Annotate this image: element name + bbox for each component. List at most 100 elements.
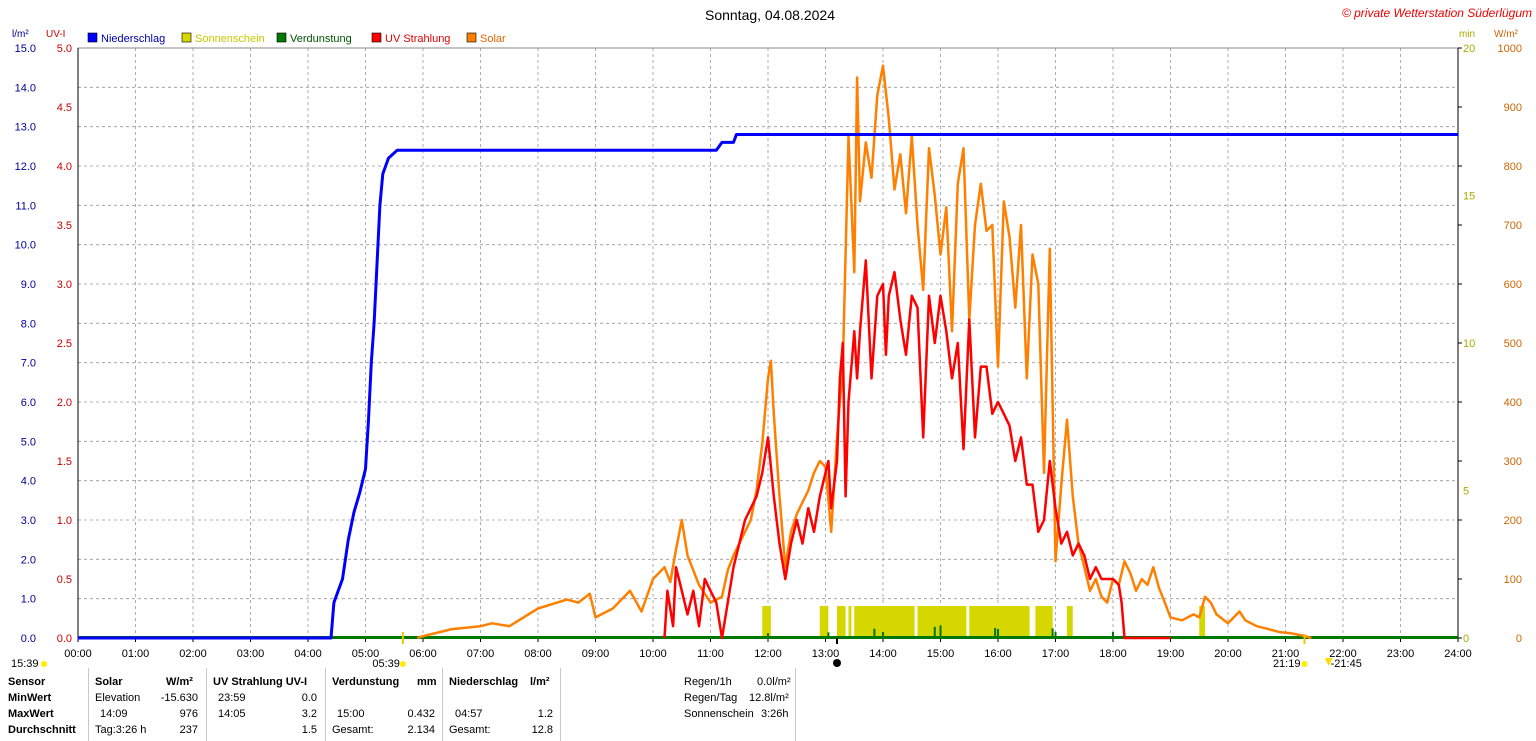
uv-tick-label: 5.0 xyxy=(57,43,72,55)
column-divider xyxy=(442,668,443,741)
solar-tick-label: 700 xyxy=(1504,220,1522,232)
header-evap-unit: mm xyxy=(417,676,437,688)
uv-unit-label: UV-I xyxy=(46,29,65,40)
uv-tick-label: 4.0 xyxy=(57,161,72,173)
solar-tick-label: 400 xyxy=(1504,397,1522,409)
sunshine-block xyxy=(837,606,846,638)
sunshine-block xyxy=(1199,606,1205,638)
copyright-text: © private Wetterstation Süderlügum xyxy=(1342,6,1532,20)
time-tick-label: 09:00 xyxy=(582,648,610,660)
header-solar: Solar xyxy=(95,676,123,688)
solar-max-time: 14:09 xyxy=(100,708,128,720)
summary-label-sunshine: Sonnenschein xyxy=(684,708,754,720)
weather-chart: Sonntag, 04.08.2024 © private Wetterstat… xyxy=(11,6,1532,668)
sunshine-block xyxy=(1035,606,1053,638)
rain-tick-label: 3.0 xyxy=(21,515,36,527)
row-label-max: MaxWert xyxy=(8,708,54,720)
rain-tick-label: 0.0 xyxy=(21,633,36,645)
time-tick-label: 21:00 xyxy=(1272,648,1300,660)
chart-title: Sonntag, 04.08.2024 xyxy=(705,7,835,23)
sunset-icon xyxy=(1301,661,1308,667)
header-evap: Verdunstung xyxy=(332,676,400,688)
rain-tick-label: 5.0 xyxy=(21,436,36,448)
rain-tick-label: 2.0 xyxy=(21,554,36,566)
row-label-min: MinWert xyxy=(8,692,52,704)
summary-value-sunshine: 3:26h xyxy=(761,708,789,720)
rain-tick-label: 6.0 xyxy=(21,397,36,409)
series-line-uv-strahlung xyxy=(663,259,1171,640)
evap-max-time: 15:00 xyxy=(337,708,365,720)
time-tick-label: 16:00 xyxy=(984,648,1012,660)
evap-total-label: Gesamt: xyxy=(332,724,374,736)
header-rain-unit: l/m² xyxy=(530,676,550,688)
time-tick-label: 22:00 xyxy=(1329,648,1357,660)
sunshine-block xyxy=(917,606,967,638)
solar-tick-label: 200 xyxy=(1504,515,1522,527)
solar-tick-label: 500 xyxy=(1504,338,1522,350)
time-tick-label: 03:00 xyxy=(237,648,265,660)
solar-tick-label: 100 xyxy=(1504,574,1522,586)
solar-avg-time: Tag:3:26 h xyxy=(95,724,147,736)
time-tick-label: 11:00 xyxy=(697,648,724,660)
legend-label: Sonnenschein xyxy=(195,33,265,45)
sunshine-block xyxy=(969,606,1030,638)
series-line-solar xyxy=(416,64,1312,640)
uv-min-time: 23:59 xyxy=(218,692,246,704)
time-tick-label: 15:00 xyxy=(927,648,955,660)
uv-tick-label: 2.5 xyxy=(57,338,72,350)
rain-tick-label: 7.0 xyxy=(21,358,36,370)
header-uv: UV Strahlung UV-I xyxy=(213,676,308,688)
solar-tick-label: 0 xyxy=(1516,633,1522,645)
rain-tick-label: 13.0 xyxy=(15,122,36,134)
stats-table: Sensor Solar W/m² UV Strahlung UV-I Verd… xyxy=(0,668,1536,741)
uv-tick-label: 4.5 xyxy=(57,102,72,114)
solar-unit-label: W/m² xyxy=(1494,29,1519,40)
rain-max-time: 04:57 xyxy=(455,708,483,720)
evap-max-value: 0.432 xyxy=(407,708,435,720)
grid xyxy=(78,48,1458,638)
rain-tick-label: 1.0 xyxy=(21,594,36,606)
sun-tick-label: 20 xyxy=(1463,43,1475,55)
summary-value-rain-1h: 0.0l/m² xyxy=(757,676,791,688)
plot-area xyxy=(78,64,1458,640)
moonset-icon xyxy=(1324,658,1333,666)
uv-tick-label: 3.5 xyxy=(57,220,72,232)
row-label-avg: Durchschnitt xyxy=(8,724,76,736)
header-rain: Niederschlag xyxy=(449,676,519,688)
sunshine-block xyxy=(848,606,852,638)
time-tick-label: 17:00 xyxy=(1042,648,1070,660)
sun-tick-label: 5 xyxy=(1463,486,1469,498)
marker-label-left: 15:39 xyxy=(11,658,39,668)
time-tick-label: 06:00 xyxy=(409,648,437,660)
column-divider xyxy=(795,668,796,741)
sunshine-block xyxy=(819,606,829,638)
rain-total-value: 12.8 xyxy=(531,724,553,736)
time-tick-label: 24:00 xyxy=(1444,648,1472,660)
legend-swatch xyxy=(276,32,287,43)
solar-min-time: Elevation xyxy=(95,692,141,704)
time-markers: 15:39 05:39 21:19 -21:45 xyxy=(11,632,1362,668)
time-tick-label: 10:00 xyxy=(639,648,667,660)
uv-avg-value: 1.5 xyxy=(301,724,317,736)
sun-tick-label: 10 xyxy=(1463,338,1475,350)
rain-tick-label: 8.0 xyxy=(21,318,36,330)
sunrise-icon xyxy=(399,661,406,667)
sun-tick-label: 15 xyxy=(1463,191,1475,203)
uv-max-time: 14:05 xyxy=(218,708,246,720)
rain-tick-label: 11.0 xyxy=(15,200,36,212)
time-tick-label: 00:00 xyxy=(64,648,92,660)
column-divider xyxy=(206,668,207,741)
time-tick-label: 14:00 xyxy=(869,648,897,660)
sun-tick-label: 0 xyxy=(1463,633,1469,645)
sunshine-block xyxy=(762,606,771,638)
uv-tick-label: 1.5 xyxy=(57,456,72,468)
sunrise-label: 05:39 xyxy=(372,658,400,668)
uv-min-value: 0.0 xyxy=(301,692,317,704)
noon-marker-icon xyxy=(833,659,841,667)
time-tick-label: 04:00 xyxy=(294,648,322,660)
time-tick-label: 07:00 xyxy=(467,648,495,660)
time-tick-label: 18:00 xyxy=(1099,648,1127,660)
summary-label-rain-1h: Regen/1h xyxy=(684,676,732,688)
solar-tick-label: 300 xyxy=(1504,456,1522,468)
legend-swatch xyxy=(371,32,382,43)
